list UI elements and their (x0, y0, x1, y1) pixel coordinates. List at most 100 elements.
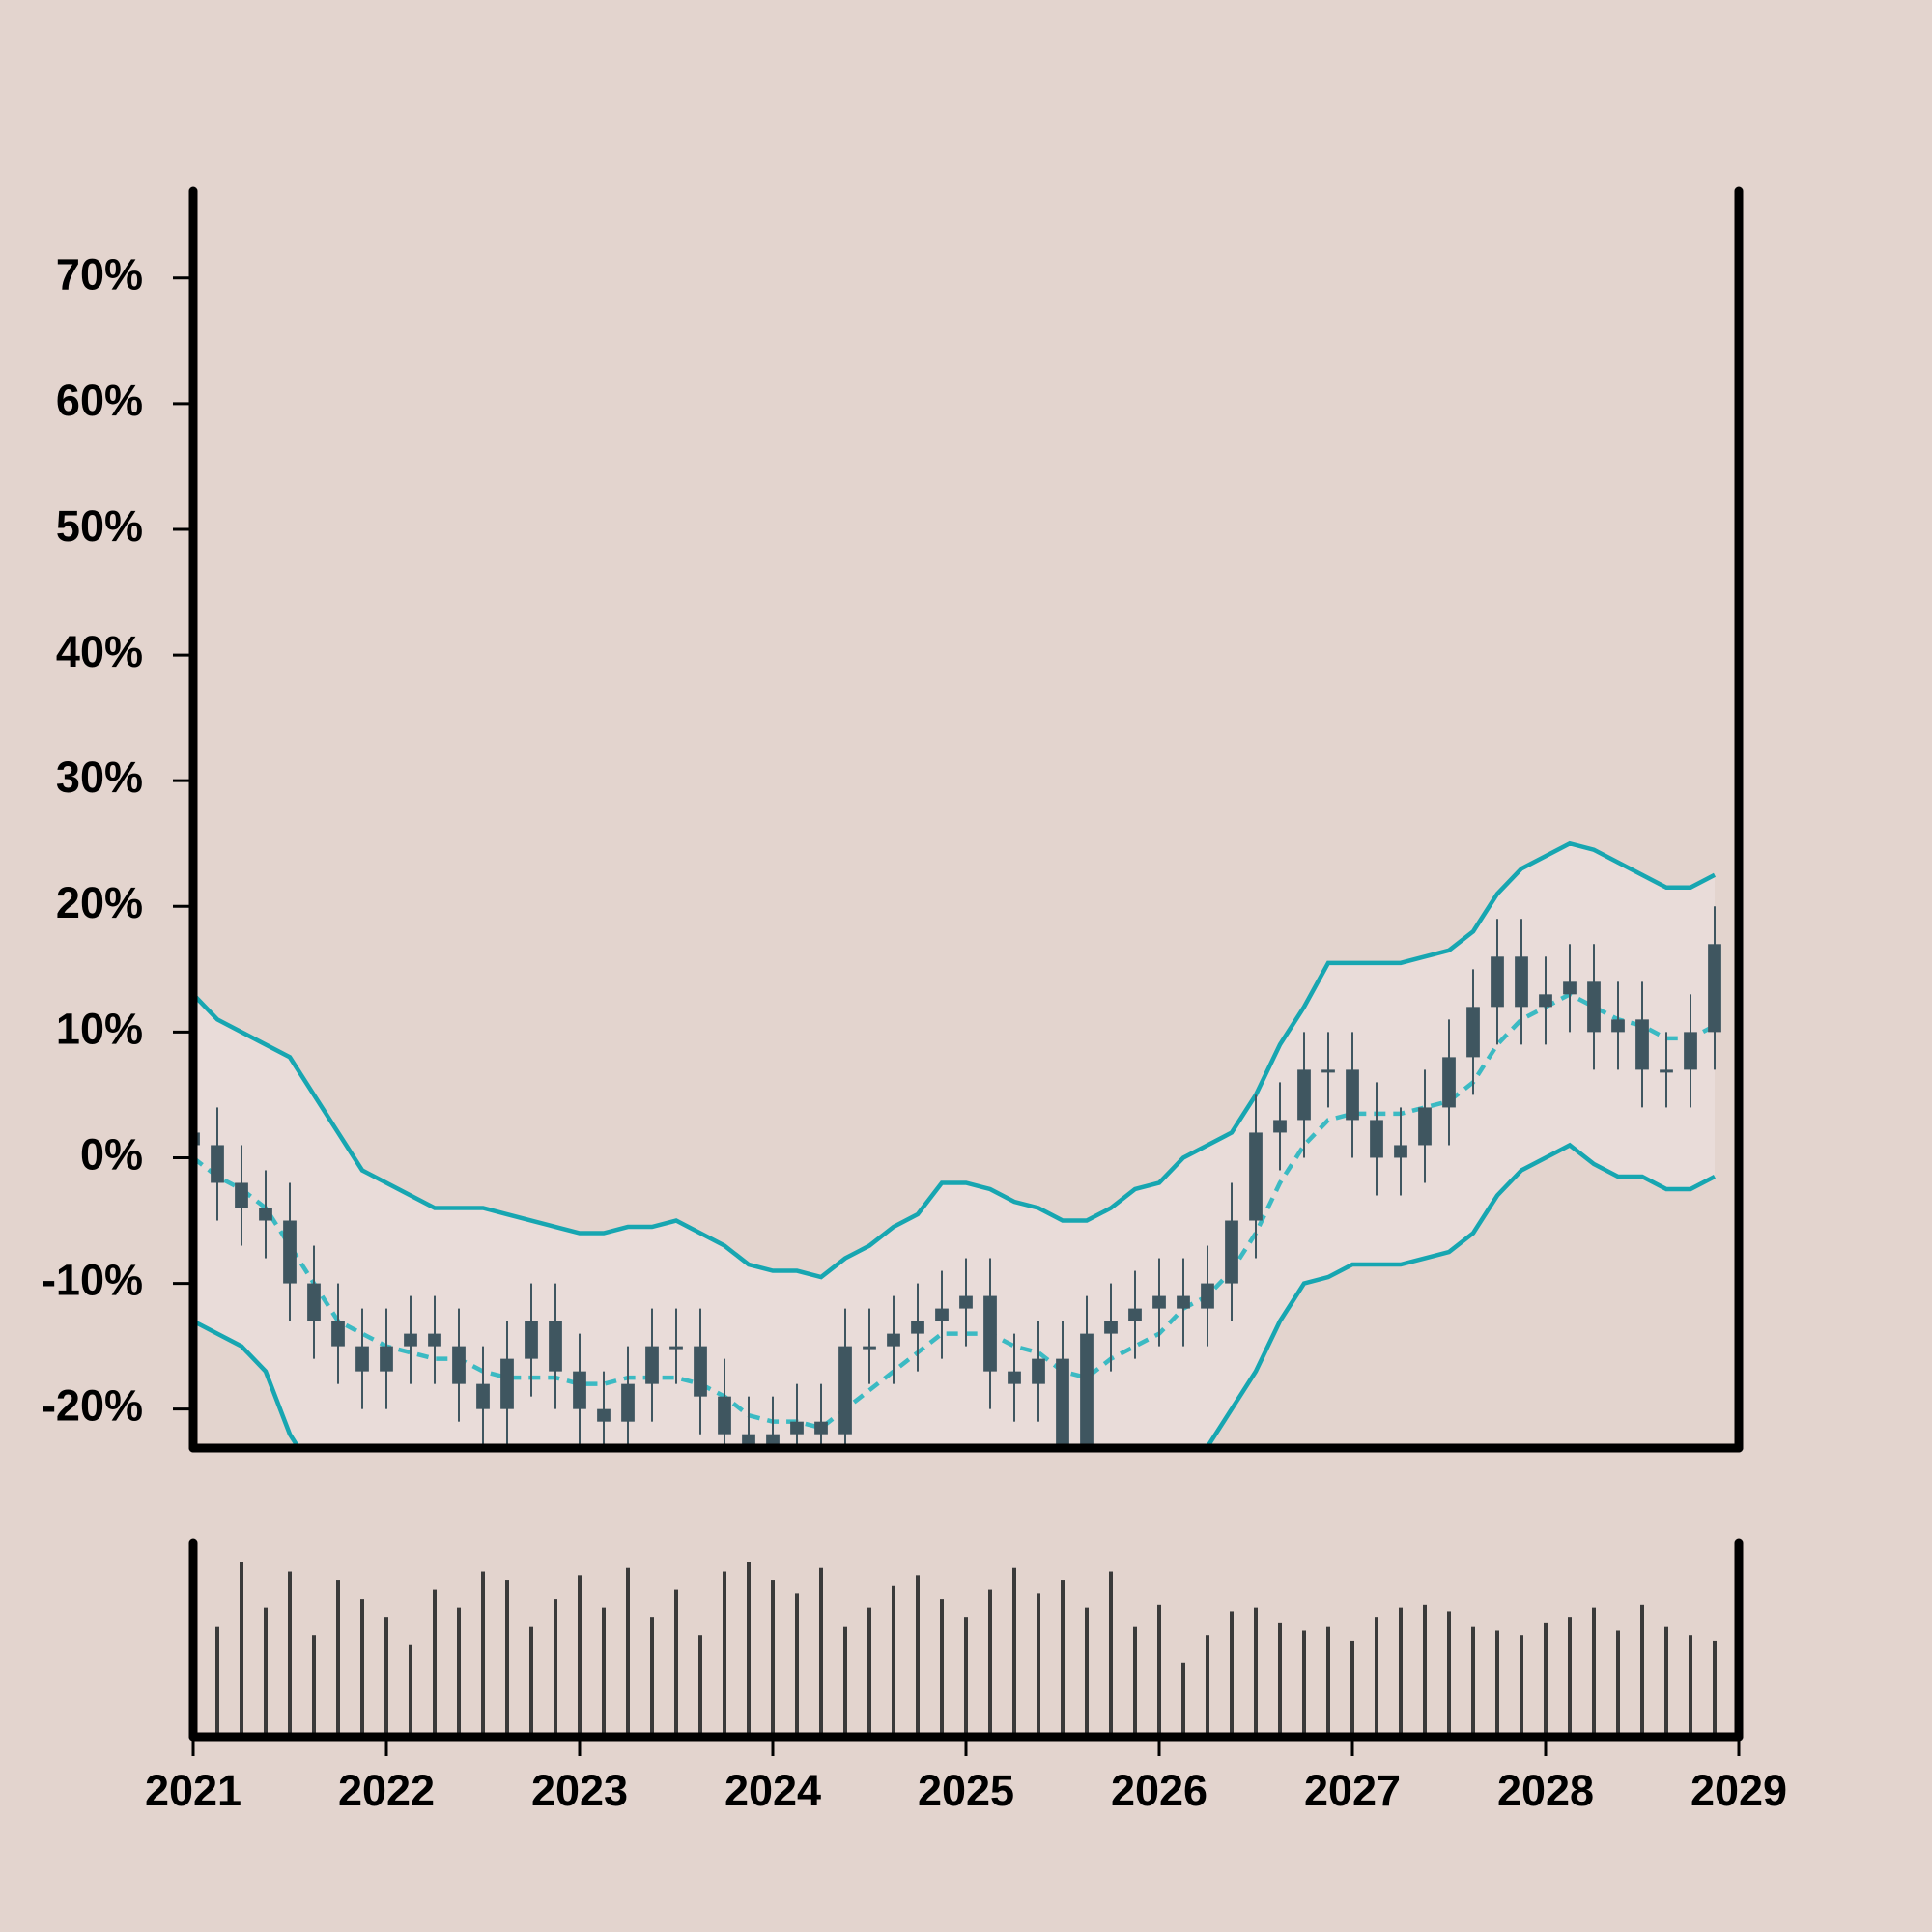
x-tick-label: 2025 (918, 1766, 1014, 1815)
band-upper (193, 840, 1717, 1280)
volume-bar (312, 1635, 316, 1737)
candle-body (1346, 1069, 1359, 1121)
volume-bar (1375, 1617, 1378, 1737)
candle-body (1587, 981, 1601, 1033)
volume-bar (1278, 1622, 1282, 1737)
volume-bar (1640, 1604, 1644, 1737)
x-tick-label: 2023 (531, 1766, 628, 1815)
volume-bar (1254, 1607, 1258, 1737)
volume-bar (892, 1585, 895, 1737)
candle-body (645, 1346, 659, 1384)
candle-body (911, 1321, 924, 1334)
x-tick-label: 2024 (724, 1766, 821, 1815)
candle-body (742, 1434, 755, 1447)
volume-bar (723, 1571, 726, 1737)
candle-body (259, 1208, 272, 1221)
candle-body (1515, 956, 1528, 1008)
candle-body (1104, 1321, 1118, 1334)
band-fill (193, 843, 1715, 1448)
y-tick-label: -20% (42, 1381, 143, 1431)
volume-bar (988, 1589, 992, 1737)
candle-body (1684, 1032, 1697, 1070)
candle-body (1563, 981, 1577, 995)
candle-body (935, 1308, 949, 1321)
volume-bar (1616, 1630, 1620, 1737)
volume-bar (360, 1599, 364, 1737)
volume-bar (1181, 1662, 1185, 1737)
volume-bar (505, 1580, 509, 1737)
volume-bar (1037, 1593, 1040, 1737)
volume-bar (916, 1575, 920, 1737)
band-middle (193, 991, 1717, 1431)
candle-body (573, 1371, 586, 1409)
volume-bar (867, 1607, 871, 1737)
volume-bar (674, 1589, 678, 1737)
volume-bar (578, 1575, 582, 1737)
volume-bar (1302, 1630, 1306, 1737)
candle-body (669, 1346, 683, 1350)
candle-body (1370, 1120, 1383, 1158)
y-tick-label: 60% (56, 376, 143, 425)
volume-bar (771, 1580, 775, 1737)
volume-bar (1085, 1607, 1089, 1737)
candle-body (597, 1408, 611, 1422)
candle-body (1225, 1220, 1238, 1284)
candle-body (887, 1333, 900, 1347)
candle-body (1056, 1358, 1069, 1447)
volume-bar (336, 1580, 340, 1737)
candle-body (1008, 1371, 1021, 1384)
volume-bar (1423, 1604, 1427, 1737)
volume-bar (288, 1571, 292, 1737)
candle-body (1635, 1019, 1649, 1070)
volume-bar (843, 1626, 847, 1737)
candle-body (331, 1321, 345, 1347)
candle-body (790, 1421, 804, 1435)
candle-body (235, 1182, 248, 1208)
candle-body (500, 1358, 514, 1409)
candle-body (1273, 1120, 1287, 1133)
volume-bar (1568, 1617, 1572, 1737)
volume-bar (554, 1599, 557, 1737)
volume-bar (457, 1607, 461, 1737)
candle-body (1418, 1107, 1432, 1146)
candle-body (814, 1421, 828, 1435)
candle-body (1660, 1069, 1673, 1073)
volume-bar (1399, 1607, 1403, 1737)
candle-body (1032, 1358, 1045, 1384)
x-tick-label: 2026 (1111, 1766, 1208, 1815)
volume-bar (964, 1617, 968, 1737)
candle-body (1201, 1283, 1214, 1309)
candle-body (380, 1346, 393, 1372)
volume-bar (1109, 1571, 1113, 1737)
candle-body (718, 1396, 731, 1435)
y-tick-label: 20% (56, 878, 143, 927)
candle-body (452, 1346, 466, 1384)
volume-bar (1520, 1635, 1523, 1737)
y-tick-label: 70% (56, 250, 143, 299)
volume-bar (626, 1567, 630, 1737)
y-tick-label: 30% (56, 753, 143, 802)
volume-bar (1592, 1607, 1596, 1737)
candle-body (983, 1295, 997, 1372)
volume-bar (433, 1589, 437, 1737)
volume-bar (1713, 1640, 1717, 1737)
candle-body (863, 1346, 876, 1350)
candle-body (959, 1295, 973, 1309)
candle-body (355, 1346, 369, 1372)
volume-bar (529, 1626, 533, 1737)
volume-bar (1326, 1626, 1330, 1737)
volume-bar (1350, 1640, 1354, 1737)
volume-bar (940, 1599, 944, 1737)
volume-bar (602, 1607, 606, 1737)
axes: -20% -10% 0% 10% 20% 30% 40% 50% 60% 70% 2021 2022 2… (42, 186, 1787, 1815)
candle-body (1080, 1333, 1094, 1447)
candle-body (1177, 1295, 1190, 1309)
candle-body (1708, 944, 1721, 1033)
candle-body (621, 1383, 635, 1422)
volume-bar (384, 1617, 388, 1737)
volume-bar (1689, 1635, 1692, 1737)
candle-body (1466, 1007, 1480, 1058)
x-tick-label: 2029 (1690, 1766, 1787, 1815)
volume-bar (481, 1571, 485, 1737)
